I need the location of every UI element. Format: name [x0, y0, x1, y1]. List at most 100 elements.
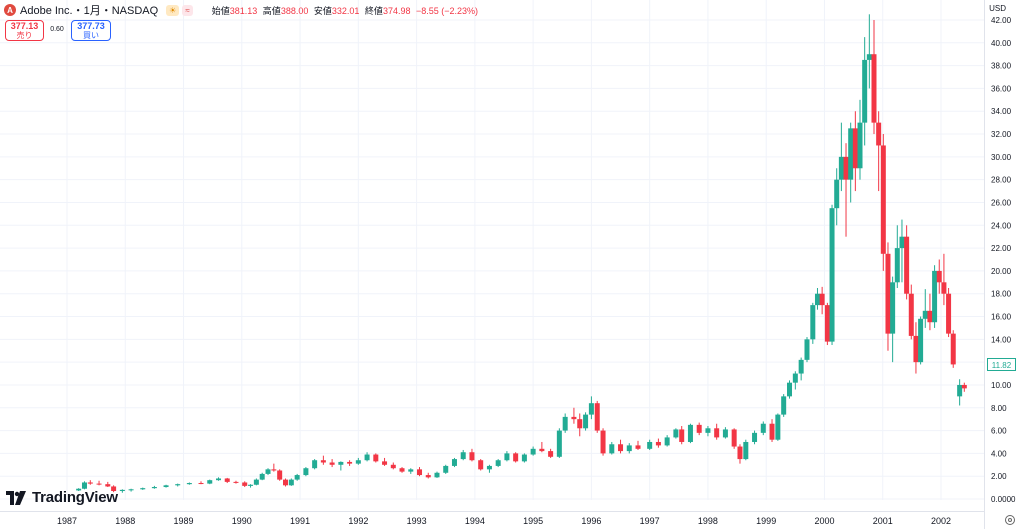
candle[interactable]: [265, 468, 271, 476]
candle[interactable]: [890, 276, 896, 363]
candle[interactable]: [787, 380, 793, 399]
candle[interactable]: [600, 428, 606, 456]
candle[interactable]: [215, 477, 221, 481]
candle[interactable]: [495, 459, 501, 468]
candle[interactable]: [198, 481, 204, 485]
candle[interactable]: [957, 379, 963, 406]
candle[interactable]: [609, 441, 615, 455]
candle[interactable]: [390, 462, 396, 470]
candle[interactable]: [705, 426, 711, 437]
candle[interactable]: [696, 422, 702, 436]
candle[interactable]: [862, 37, 868, 146]
candle[interactable]: [111, 485, 117, 493]
candle[interactable]: [760, 421, 766, 436]
candle[interactable]: [119, 489, 125, 493]
candle[interactable]: [417, 467, 423, 477]
candle[interactable]: [588, 396, 594, 420]
candle[interactable]: [946, 288, 952, 338]
candle[interactable]: [224, 477, 230, 484]
candle[interactable]: [894, 225, 900, 289]
candle[interactable]: [871, 20, 877, 135]
candle[interactable]: [408, 468, 414, 474]
candle[interactable]: [918, 316, 924, 365]
candle[interactable]: [434, 471, 440, 478]
candle[interactable]: [866, 14, 872, 89]
candle[interactable]: [829, 204, 835, 346]
tradingview-logo[interactable]: TradingView: [6, 489, 118, 506]
candle[interactable]: [594, 400, 600, 433]
candle[interactable]: [259, 472, 265, 481]
candle[interactable]: [583, 412, 589, 431]
candle[interactable]: [679, 426, 685, 445]
candle[interactable]: [781, 394, 787, 417]
candle[interactable]: [824, 302, 830, 346]
currency-label[interactable]: USD: [989, 4, 1006, 13]
candle[interactable]: [364, 452, 370, 462]
candle[interactable]: [885, 242, 891, 351]
candle[interactable]: [752, 430, 758, 445]
candle[interactable]: [899, 219, 905, 283]
candle[interactable]: [941, 253, 947, 306]
candle[interactable]: [843, 143, 849, 237]
candle[interactable]: [687, 423, 693, 444]
candle[interactable]: [913, 322, 919, 374]
candle[interactable]: [743, 439, 749, 461]
candle[interactable]: [647, 439, 653, 450]
candle[interactable]: [626, 443, 632, 454]
candle[interactable]: [283, 478, 288, 487]
candle[interactable]: [271, 463, 277, 472]
candle[interactable]: [927, 293, 933, 331]
candle[interactable]: [548, 448, 554, 458]
candle[interactable]: [521, 453, 527, 463]
candle[interactable]: [469, 448, 475, 462]
candle[interactable]: [460, 449, 466, 461]
candle[interactable]: [478, 459, 484, 471]
candle[interactable]: [876, 111, 882, 192]
data-status-icon[interactable]: ≈: [182, 4, 193, 16]
candle[interactable]: [539, 441, 545, 453]
candle[interactable]: [792, 371, 798, 390]
candle[interactable]: [904, 225, 910, 300]
candle[interactable]: [655, 438, 661, 448]
candle[interactable]: [838, 122, 844, 192]
candle[interactable]: [443, 464, 449, 474]
candle[interactable]: [329, 459, 335, 468]
candle[interactable]: [513, 452, 519, 463]
candle[interactable]: [819, 286, 825, 315]
candle[interactable]: [562, 413, 568, 433]
candle[interactable]: [207, 479, 213, 485]
candle[interactable]: [382, 457, 388, 466]
candle[interactable]: [242, 481, 248, 488]
candle[interactable]: [798, 357, 804, 381]
candle[interactable]: [775, 413, 781, 441]
candle[interactable]: [664, 435, 670, 447]
buy-button[interactable]: 377.73 買い: [71, 20, 111, 41]
candle[interactable]: [96, 480, 102, 486]
candle[interactable]: [530, 446, 536, 456]
candle[interactable]: [175, 483, 181, 487]
candle[interactable]: [673, 428, 679, 439]
candle[interactable]: [950, 330, 956, 368]
candle[interactable]: [880, 134, 886, 271]
sell-button[interactable]: 377.13 売り: [5, 20, 44, 41]
candle[interactable]: [857, 99, 863, 180]
candle[interactable]: [277, 469, 283, 481]
candle[interactable]: [253, 478, 259, 486]
chart-settings-icon[interactable]: [1005, 515, 1015, 525]
candle[interactable]: [151, 485, 157, 489]
candle[interactable]: [737, 444, 743, 464]
candle[interactable]: [922, 289, 928, 328]
candle[interactable]: [961, 382, 967, 392]
candle[interactable]: [294, 473, 300, 481]
candle[interactable]: [140, 487, 146, 490]
candle[interactable]: [451, 457, 457, 468]
candle[interactable]: [303, 467, 309, 477]
candle[interactable]: [722, 427, 728, 439]
candle[interactable]: [347, 460, 353, 466]
candle[interactable]: [731, 428, 737, 449]
candle[interactable]: [556, 428, 562, 458]
candle[interactable]: [186, 482, 192, 485]
symbol-title[interactable]: Adobe Inc.・1月・NASDAQ: [20, 5, 159, 17]
candle[interactable]: [128, 488, 134, 492]
